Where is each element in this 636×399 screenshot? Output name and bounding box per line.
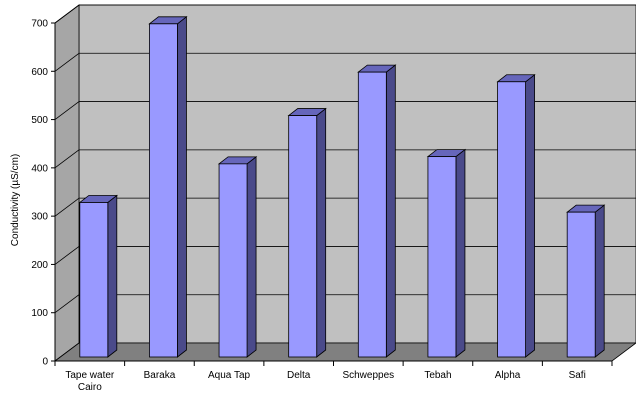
- y-tick-label: 400: [31, 163, 48, 174]
- chart-walls: [53, 4, 636, 362]
- bar-front: [497, 81, 526, 358]
- bar-front: [149, 23, 178, 358]
- bar-side: [385, 64, 396, 358]
- bar-front: [79, 202, 109, 358]
- bar-side: [107, 194, 118, 358]
- bar-side: [594, 204, 605, 358]
- y-axis-title: Conductivity (µS/cm): [10, 154, 21, 246]
- floor: [53, 342, 636, 362]
- x-category-label: Tape water Cairo: [65, 370, 115, 393]
- bar-front: [357, 71, 387, 358]
- gridline-side: [54, 246, 80, 265]
- axes: [51, 22, 613, 366]
- bar-side: [525, 73, 535, 358]
- bar-side: [316, 107, 327, 358]
- side-wall: [54, 4, 80, 362]
- gridline-side: [54, 101, 80, 120]
- bars: [78, 16, 606, 358]
- x-category-label-line: Cairo: [78, 382, 102, 393]
- bar: [496, 73, 536, 358]
- gridline-side: [54, 197, 80, 217]
- x-category-label: Safi: [569, 370, 586, 381]
- x-category-label: Delta: [287, 370, 311, 381]
- x-category-label-line: Tebah: [424, 370, 451, 381]
- bar-side: [177, 16, 187, 358]
- x-category-label-line: Tape water: [65, 370, 115, 381]
- y-tick-label: 0: [42, 357, 48, 368]
- x-category-label: Baraka: [144, 370, 176, 381]
- x-category-label: Tebah: [424, 370, 451, 381]
- x-category-labels: Tape water Cairo Baraka Aqua Tap Delta Schwep…: [65, 370, 585, 393]
- bar-side: [455, 148, 466, 358]
- x-category-label-line: Alpha: [495, 370, 521, 381]
- bar-side: [246, 156, 257, 358]
- bar-front: [566, 211, 596, 358]
- bar: [217, 156, 258, 358]
- x-category-label-line: Baraka: [144, 370, 176, 381]
- bar: [426, 148, 467, 358]
- y-tick-labels: 0 100 200 300 400 500 600 700: [31, 19, 48, 368]
- x-category-label-line: Schweppes: [342, 370, 394, 381]
- bar-front: [427, 156, 457, 358]
- x-category-label-line: Aqua Tap: [208, 370, 251, 381]
- gridline-side: [54, 149, 80, 169]
- x-category-label: Schweppes: [342, 370, 394, 381]
- y-tick-label: 200: [31, 260, 48, 271]
- y-tick-label: 300: [31, 212, 48, 223]
- bar: [566, 204, 606, 358]
- gridline-side: [54, 52, 80, 72]
- y-tick-label: 700: [31, 19, 48, 30]
- gridline-side: [54, 294, 80, 314]
- x-category-label: Aqua Tap: [208, 370, 251, 381]
- bar: [357, 64, 397, 358]
- gridline-side: [54, 4, 80, 24]
- bar-front: [288, 115, 318, 358]
- x-category-label-line: Safi: [569, 370, 586, 381]
- x-category-label: Alpha: [495, 370, 521, 381]
- bar: [287, 107, 327, 358]
- x-category-label-line: Delta: [287, 370, 311, 381]
- bar-front: [218, 163, 248, 358]
- bar: [78, 194, 118, 358]
- y-tick-label: 600: [31, 67, 48, 78]
- bar: [148, 16, 188, 358]
- y-tick-label: 500: [31, 115, 48, 126]
- y-tick-label: 100: [31, 308, 48, 319]
